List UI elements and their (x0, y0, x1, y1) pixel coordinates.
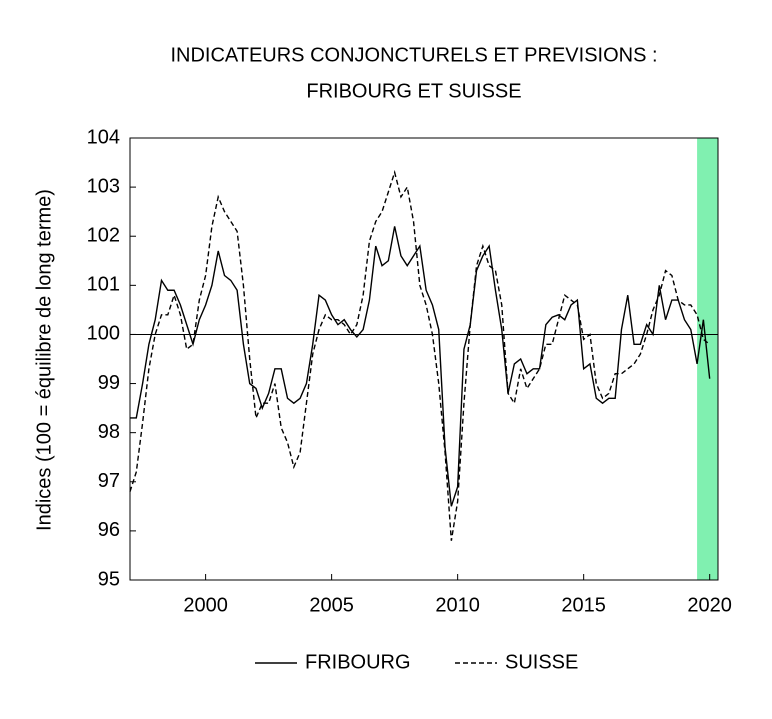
y-axis-label: Indices (100 = équilibre de long terme) (33, 189, 55, 531)
y-tick-label: 103 (87, 175, 120, 197)
x-tick-label: 2000 (183, 594, 228, 616)
y-tick-label: 98 (98, 421, 120, 443)
plot-frame (129, 137, 719, 581)
x-tick-label: 2015 (561, 594, 606, 616)
x-tick-label: 2005 (309, 594, 354, 616)
y-tick-label: 101 (87, 274, 120, 296)
legend-label: SUISSE (505, 651, 578, 673)
chart-title: INDICATEURS CONJONCTURELS ET PREVISIONS … (170, 44, 657, 66)
legend-label: FRIBOURG (305, 651, 411, 673)
y-tick-label: 102 (87, 225, 120, 247)
y-tick-label: 99 (98, 372, 120, 394)
y-tick-label: 95 (98, 568, 120, 590)
y-tick-label: 97 (98, 470, 120, 492)
series-line (129, 169, 711, 541)
y-tick-label: 100 (87, 323, 120, 345)
y-tick-label: 104 (87, 126, 120, 148)
series-line (130, 226, 711, 507)
x-tick-label: 2010 (435, 594, 480, 616)
chart-title: FRIBOURG ET SUISSE (306, 80, 521, 102)
x-tick-label: 2020 (687, 594, 732, 616)
y-tick-label: 96 (98, 519, 120, 541)
